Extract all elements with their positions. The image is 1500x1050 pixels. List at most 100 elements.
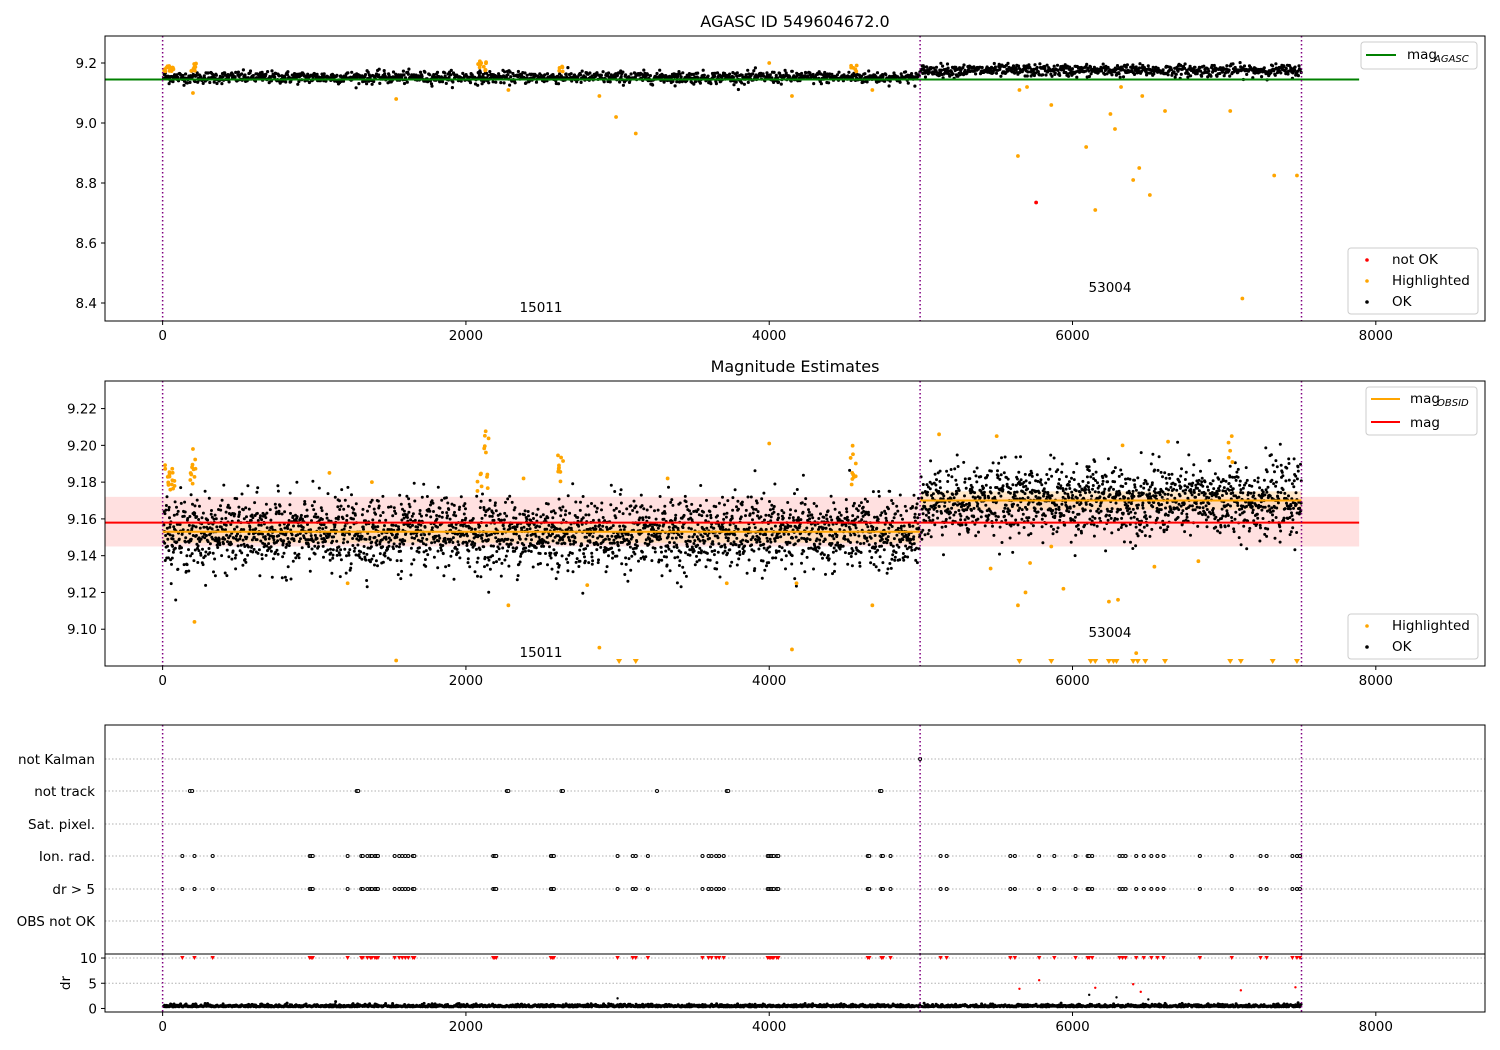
flag-point	[879, 789, 884, 793]
highlighted-point	[1061, 586, 1066, 591]
x-tick-label: 8000	[1359, 1019, 1393, 1035]
highlighted-point	[559, 455, 563, 460]
dr-clipped-marker	[1117, 956, 1122, 961]
highlighted-point	[849, 482, 854, 487]
y-tick-label: 9.22	[67, 402, 97, 418]
flag-point	[1297, 854, 1302, 858]
flag-point	[494, 854, 499, 858]
x-tick-label: 4000	[752, 1019, 786, 1035]
dr-clipped-marker	[1297, 956, 1303, 961]
dr-clipped-marker	[412, 956, 417, 961]
dr-clipped-marker	[1123, 956, 1128, 961]
flag-point	[1149, 854, 1154, 858]
flag-point	[944, 887, 949, 891]
legend-swatch-ok	[1365, 300, 1369, 304]
dr-clipped-marker	[615, 956, 620, 961]
highlighted-point	[870, 603, 875, 608]
highlighted-point	[1166, 439, 1170, 444]
highlighted-point	[597, 645, 602, 650]
highlighted-point	[167, 470, 172, 475]
highlighted-point	[633, 131, 638, 136]
x-tick-label: 0	[158, 673, 167, 689]
legend-label-mag: mag	[1410, 415, 1440, 431]
highlighted-point	[191, 447, 195, 451]
highlighted-point	[560, 65, 565, 70]
highlighted-point	[506, 603, 511, 608]
flag-point	[1090, 854, 1095, 858]
flag-point	[615, 887, 620, 891]
flag-point	[392, 854, 397, 858]
legend-swatch-highlighted	[1365, 279, 1369, 283]
dr-clipped-marker	[310, 956, 315, 961]
flag-point	[1264, 854, 1269, 858]
highlighted-point	[850, 443, 855, 448]
highlighted-point	[794, 581, 799, 586]
flag-point	[721, 854, 726, 858]
dr-clipped-marker	[400, 956, 405, 961]
dr-clipped-marker	[630, 956, 635, 961]
y-tick-label: 8.6	[76, 236, 97, 252]
flag-point	[192, 854, 197, 858]
flag-point	[709, 887, 714, 891]
highlighted-point	[854, 63, 859, 68]
flag-point	[1012, 854, 1017, 858]
highlighted-point	[370, 480, 374, 485]
panel-estimates-frame	[104, 380, 1486, 667]
highlighted-point	[1025, 85, 1029, 89]
highlighted-point	[479, 471, 483, 476]
dr-clipped-marker	[1290, 956, 1295, 961]
highlighted-point	[767, 61, 772, 65]
flag-point	[310, 854, 315, 858]
dr-outlier-point	[616, 997, 619, 1000]
obsid-label-15011-top: 15011	[520, 300, 563, 316]
highlighted-point	[394, 658, 399, 663]
flag-point	[1161, 887, 1166, 891]
flag-point	[375, 887, 380, 891]
flag-point	[944, 854, 949, 858]
dr-clipped-marker	[633, 956, 638, 961]
dr-outlier-point	[1115, 996, 1118, 999]
flag-point	[938, 854, 943, 858]
legend-swatch-ok-2	[1365, 645, 1369, 649]
legend-label-mag-agasc: mag	[1407, 47, 1437, 63]
highlighted-point	[482, 433, 487, 438]
highlighted-point	[1084, 145, 1089, 149]
dr-clipped-marker	[1120, 956, 1125, 961]
highlighted-point	[1295, 173, 1299, 178]
flag-point	[633, 854, 638, 858]
below-range-marker	[1142, 659, 1149, 664]
highlighted-point	[1016, 154, 1020, 158]
highlighted-point	[194, 61, 198, 66]
highlighted-point	[170, 466, 175, 471]
highlighted-point	[1108, 112, 1113, 116]
obsid-label-15011-mid: 15011	[520, 645, 563, 661]
highlighted-point	[170, 478, 175, 483]
panel-flags: OBS not OK dr > 5 Ion. rad. Sat. pixel. not …	[17, 724, 1486, 955]
dr-clipped-marker	[776, 956, 781, 961]
below-range-marker	[1134, 659, 1141, 664]
highlighted-point	[724, 581, 729, 586]
x-tick-label: 4000	[752, 673, 786, 689]
panel-estimates-data	[105, 381, 1360, 666]
dr-outlier-point	[1239, 989, 1243, 992]
highlighted-point	[172, 483, 177, 488]
dr-clipped-marker	[1073, 956, 1078, 961]
panel-flags-axes: OBS not OK dr > 5 Ion. rad. Sat. pixel. not …	[17, 752, 97, 930]
legend-label-highlighted: Highlighted	[1392, 273, 1470, 289]
flag-point	[345, 854, 350, 858]
highlighted-point	[1049, 103, 1054, 107]
dr-clipped-marker	[888, 956, 893, 961]
dr-clipped-marker	[1134, 956, 1139, 961]
dr-clipped-marker	[1012, 956, 1018, 961]
highlighted-point	[1147, 193, 1152, 197]
highlighted-point	[483, 68, 488, 72]
highlighted-point	[476, 62, 481, 66]
flag-point	[180, 854, 185, 858]
highlighted-point	[994, 434, 999, 439]
flag-point	[1008, 854, 1013, 858]
highlighted-point	[849, 65, 854, 70]
dr-outlier-point	[1037, 979, 1041, 982]
below-range-marker	[1237, 659, 1244, 664]
dr-clipped-marker	[1141, 956, 1146, 961]
x-tick-label: 2000	[449, 1019, 483, 1035]
